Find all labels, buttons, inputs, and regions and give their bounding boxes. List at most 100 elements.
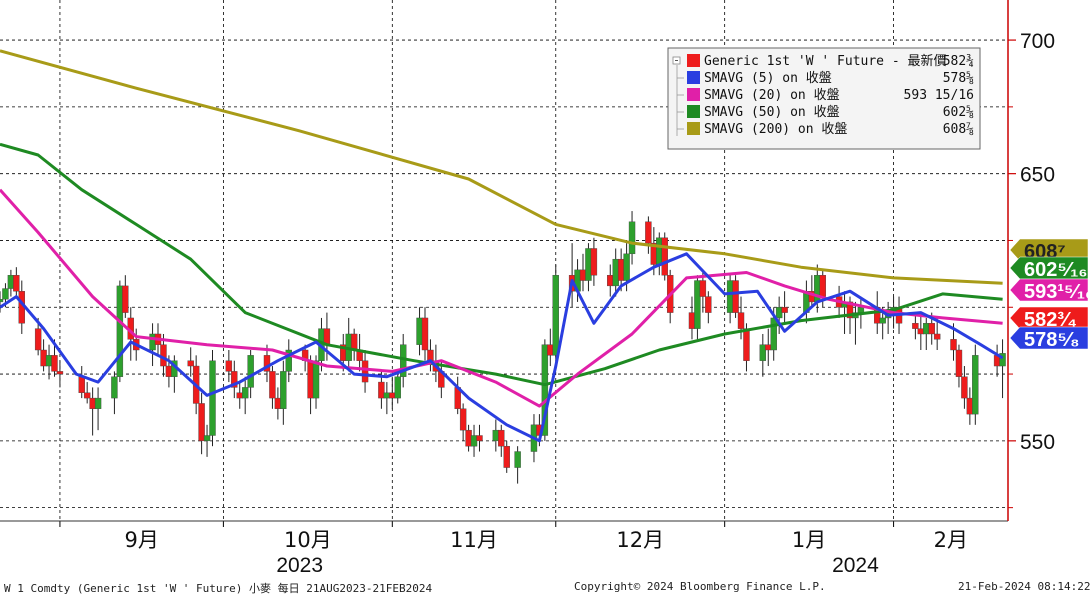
x-month-label: 2月 <box>934 528 968 552</box>
last-value-tag-text: 602⁵⁄₁₆ <box>1024 259 1087 281</box>
candle-up <box>116 285 124 377</box>
candle-up <box>775 307 783 319</box>
candle-down <box>617 258 625 281</box>
candle-up <box>280 371 287 409</box>
legend-value: 593 15/16 <box>904 88 974 103</box>
x-month-label: 11月 <box>450 528 498 552</box>
candle-down <box>350 333 358 351</box>
last-value-tag-bg <box>1009 306 1089 330</box>
legend-label: SMAVG (200) on 收盤 <box>704 122 847 137</box>
legend-swatch <box>687 71 700 84</box>
candle-down <box>269 371 276 399</box>
candle-down <box>590 248 598 276</box>
candle-down <box>307 360 314 399</box>
candle-down <box>165 365 173 377</box>
smavg-20-line <box>0 188 1003 408</box>
candle-up <box>394 376 401 399</box>
candle-down <box>236 392 243 399</box>
candle-up <box>972 355 979 415</box>
candle-down <box>705 296 712 313</box>
candle-down <box>966 397 974 415</box>
candle-down <box>579 269 587 281</box>
candle-up <box>470 435 478 447</box>
candle-up <box>585 248 592 281</box>
candle-down <box>263 355 271 372</box>
candle-up <box>879 317 886 324</box>
footer-timestamp: 21-Feb-2024 08:14:22 <box>958 580 1090 593</box>
candle-up <box>0 299 4 303</box>
legend-value: 578⅝ <box>943 71 974 86</box>
candle-down <box>323 328 331 345</box>
x-month-label: 10月 <box>284 528 332 552</box>
candle-down <box>427 349 434 361</box>
candle-up <box>111 376 118 399</box>
candle-down <box>465 429 472 447</box>
candle-down <box>40 349 47 367</box>
candle-down <box>950 339 957 351</box>
candle-up <box>857 307 865 313</box>
candle-up <box>612 258 619 287</box>
candle-down <box>743 328 750 361</box>
y-tick-label: 700 <box>1020 30 1055 53</box>
candle-up <box>492 429 500 442</box>
footer-left: W 1 Comdty (Generic 1st 'W ' Future) 小麥 … <box>4 582 433 595</box>
candle-up <box>94 397 102 409</box>
candle-down <box>13 274 20 292</box>
candle-up <box>7 274 15 289</box>
legend-label: SMAVG (50) on 收盤 <box>704 105 840 120</box>
last-value-tag-text: 593¹⁵⁄₁₆ <box>1024 281 1090 303</box>
candle-up <box>2 288 9 300</box>
candle-down <box>661 237 668 276</box>
last-value-tag-bg <box>1009 326 1089 350</box>
legend-label: SMAVG (20) on 收盤 <box>704 88 840 103</box>
candle-down <box>198 403 205 442</box>
candle-down <box>732 280 739 313</box>
candle-down <box>378 381 385 399</box>
smavg-50-line <box>0 142 1003 387</box>
candle-up <box>241 387 249 399</box>
candle-down <box>231 371 238 388</box>
legend-value: 608⅞ <box>943 122 974 137</box>
candle-down <box>955 349 963 377</box>
candle-down <box>421 317 429 351</box>
candle-up <box>247 355 254 388</box>
candle-down <box>389 392 396 399</box>
last-value-tag: 593¹⁵⁄₁₆ <box>1009 278 1090 303</box>
candle-up <box>552 274 559 356</box>
candle-up <box>923 323 930 335</box>
candle-down <box>933 333 941 340</box>
candle-down <box>846 301 854 319</box>
candle-down <box>274 397 282 409</box>
x-month-label: 1月 <box>792 528 826 552</box>
legend-label: Generic 1st 'W ' Future - 最新價 <box>704 53 947 69</box>
x-month-label: 12月 <box>616 528 664 552</box>
candle-down <box>498 429 505 447</box>
legend-box <box>667 47 981 150</box>
candle-down <box>187 360 194 367</box>
candle-up <box>541 344 549 436</box>
legend-value: 602⅝ <box>943 105 974 120</box>
candle-down <box>688 312 696 329</box>
candle-up <box>285 349 292 372</box>
x-year-label: 2024 <box>832 554 879 577</box>
candle-down <box>547 344 554 356</box>
candle-down <box>819 274 826 297</box>
legend-swatch <box>687 54 700 67</box>
x-month-label: 9月 <box>124 528 158 552</box>
last-value-tag-text: 582³⁄₄ <box>1024 309 1077 331</box>
last-value-tag-bg <box>1009 278 1089 302</box>
candle-up <box>416 317 423 345</box>
smavg-200-line <box>0 49 1003 285</box>
last-value-tag: 582³⁄₄ <box>1009 306 1089 331</box>
candle-down <box>503 445 510 468</box>
candle-up <box>514 451 521 468</box>
candle-up <box>770 317 777 351</box>
y-tick-label: 650 <box>1020 164 1055 187</box>
candle-down <box>476 435 483 442</box>
legend-value: 582¾ <box>943 54 974 69</box>
candle-down <box>928 323 935 335</box>
candle-up <box>759 344 767 361</box>
